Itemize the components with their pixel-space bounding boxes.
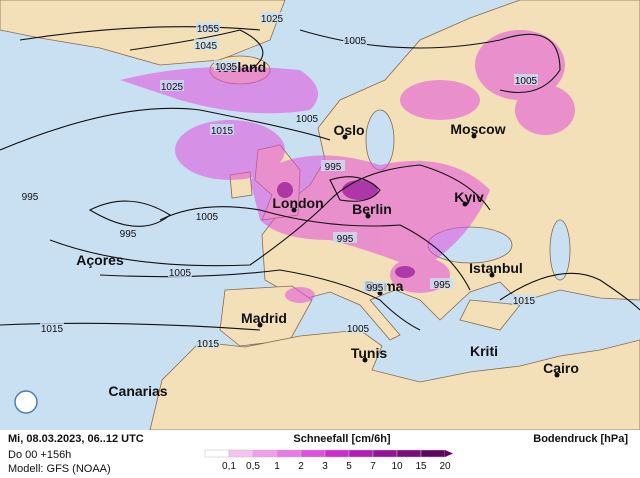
isobar-label-bg bbox=[40, 322, 64, 333]
legend-swatch bbox=[204, 449, 230, 458]
legend-label: 5 bbox=[346, 461, 352, 472]
legend-arrow bbox=[445, 450, 453, 457]
city-dot bbox=[291, 207, 297, 213]
place-label: Madrid bbox=[241, 310, 287, 326]
place-label: London bbox=[272, 195, 323, 211]
city-dot bbox=[471, 133, 477, 139]
isobar-label: 1005 bbox=[515, 76, 538, 87]
legend-swatch bbox=[348, 449, 374, 458]
isobar-label: 1015 bbox=[513, 296, 536, 307]
city-dot bbox=[257, 322, 263, 328]
pressure-title: Bodendruck [hPa] bbox=[533, 433, 628, 445]
isobar-label-bg bbox=[333, 232, 357, 243]
isobar-label: 1005 bbox=[296, 114, 319, 125]
isobar-label-bg bbox=[214, 60, 238, 71]
isobar-label-bg bbox=[196, 337, 220, 348]
isobar-label: 1015 bbox=[197, 339, 220, 350]
place-label: Cairo bbox=[543, 360, 579, 376]
legend-label: 0,1 bbox=[222, 461, 236, 472]
snowfall-heavy bbox=[277, 180, 415, 278]
isobar-label-bg bbox=[321, 160, 345, 171]
legend-swatch bbox=[276, 449, 302, 458]
isobar-label-bg bbox=[160, 80, 184, 91]
legend-label: 7 bbox=[370, 461, 376, 472]
isobar-label-bg bbox=[210, 124, 234, 135]
legend-swatch bbox=[300, 449, 326, 458]
isobar-label: 995 bbox=[337, 234, 354, 245]
legend-label: 15 bbox=[415, 461, 427, 472]
isobar-label: 1015 bbox=[41, 324, 64, 335]
place-label: Canarias bbox=[108, 383, 167, 399]
isobar-label-bg bbox=[343, 34, 367, 45]
legend-label: 1 bbox=[274, 461, 280, 472]
isobar-label: 995 bbox=[367, 283, 384, 294]
isobar-label: 1005 bbox=[347, 324, 370, 335]
isobar-label-bg bbox=[168, 266, 192, 277]
isobar-label: 1005 bbox=[169, 268, 192, 279]
run: Do 00 +156h bbox=[8, 449, 71, 461]
inland-seas bbox=[365, 109, 571, 281]
isobar-label: 995 bbox=[434, 280, 451, 291]
isobar-label: 1015 bbox=[211, 126, 234, 137]
legend-swatch bbox=[252, 449, 278, 458]
isobar-label: 995 bbox=[22, 192, 39, 203]
legend-label: 0,5 bbox=[246, 461, 260, 472]
legend-swatch bbox=[420, 449, 446, 458]
isobar-label: 1005 bbox=[344, 36, 367, 47]
legend-label: 20 bbox=[439, 461, 451, 472]
place-label: Istanbul bbox=[469, 260, 523, 276]
logo bbox=[14, 390, 38, 414]
isobar-label: 1055 bbox=[197, 24, 220, 35]
legend-swatch bbox=[372, 449, 398, 458]
isobar-label-bg bbox=[514, 74, 538, 85]
isobar-label-bg bbox=[260, 12, 284, 23]
place-label: Moscow bbox=[450, 121, 505, 137]
legend-title: Schneefall [cm/6h] bbox=[293, 433, 391, 445]
place-label: Açores bbox=[76, 252, 124, 268]
city-dot bbox=[554, 372, 560, 378]
place-label: Tunis bbox=[351, 345, 388, 361]
city-dot bbox=[365, 213, 371, 219]
isobar-label-bg bbox=[194, 39, 218, 50]
isobar-label: 1035 bbox=[215, 62, 238, 73]
place-label: Kyiv bbox=[454, 189, 484, 205]
isobar-label-bg bbox=[430, 278, 454, 289]
isobar-label: 1005 bbox=[196, 212, 219, 223]
isobar-label-bg bbox=[196, 22, 220, 33]
snowfall bbox=[120, 30, 575, 303]
city-dot bbox=[362, 357, 368, 363]
isobar-label-bg bbox=[363, 281, 387, 292]
legend-label: 2 bbox=[298, 461, 304, 472]
legend-swatch bbox=[228, 449, 254, 458]
isobar-label: 1025 bbox=[161, 82, 184, 93]
model: Modell: GFS (NOAA) bbox=[8, 463, 111, 475]
isobar-label: 995 bbox=[325, 162, 342, 173]
isobar-label-bg bbox=[18, 190, 42, 201]
place-label: Oslo bbox=[333, 122, 364, 138]
isobar-label: 1025 bbox=[261, 14, 284, 25]
isobar-label: 995 bbox=[120, 229, 137, 240]
legend-swatch bbox=[396, 449, 422, 458]
date: Mi, 08.03.2023, 06..12 UTC bbox=[8, 433, 144, 445]
isobar-label-bg bbox=[346, 322, 370, 333]
isobar-label-bg bbox=[195, 210, 219, 221]
legend-label: 3 bbox=[322, 461, 328, 472]
place-label: Kriti bbox=[470, 343, 498, 359]
isobar-label-bg bbox=[512, 294, 536, 305]
isobar-label-bg bbox=[116, 227, 140, 238]
legend-swatch bbox=[324, 449, 350, 458]
isobar-label: 1045 bbox=[195, 41, 218, 52]
city-dot bbox=[342, 134, 348, 140]
city-dot bbox=[489, 272, 495, 278]
city-dot bbox=[462, 201, 468, 207]
legend-label: 10 bbox=[391, 461, 403, 472]
isobar-label-bg bbox=[295, 112, 319, 123]
place-label: Berlin bbox=[352, 201, 392, 217]
